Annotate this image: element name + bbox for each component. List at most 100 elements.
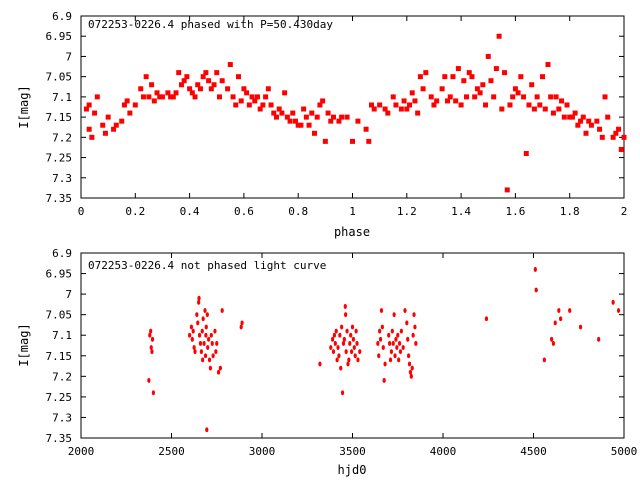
data-point bbox=[439, 86, 445, 92]
x-tick-label: 0.2 bbox=[125, 205, 145, 218]
x-tick-label: 1 bbox=[349, 205, 356, 218]
data-point bbox=[290, 110, 296, 116]
data-point bbox=[154, 90, 160, 96]
data-point bbox=[94, 94, 100, 100]
data-point bbox=[193, 349, 197, 355]
data-point bbox=[339, 365, 343, 371]
data-point bbox=[325, 110, 331, 116]
data-point bbox=[86, 126, 92, 132]
data-point bbox=[611, 299, 615, 305]
data-point bbox=[227, 62, 233, 68]
data-point bbox=[328, 118, 334, 124]
data-point bbox=[461, 78, 467, 84]
data-point bbox=[254, 94, 260, 100]
data-point bbox=[407, 361, 412, 367]
data-point bbox=[578, 118, 584, 124]
data-point bbox=[412, 312, 416, 318]
data-point bbox=[165, 90, 171, 96]
data-point bbox=[330, 114, 336, 120]
data-point bbox=[200, 74, 206, 80]
data-point bbox=[337, 353, 341, 359]
data-point bbox=[491, 94, 497, 100]
data-point bbox=[594, 118, 600, 124]
data-point bbox=[553, 94, 559, 100]
data-point bbox=[150, 349, 154, 355]
data-point bbox=[238, 98, 244, 104]
x-tick-label: 5000 bbox=[611, 445, 638, 458]
data-point bbox=[86, 102, 92, 108]
data-point bbox=[276, 106, 282, 112]
data-point bbox=[244, 90, 250, 96]
data-point bbox=[575, 122, 581, 128]
y-tick-label: 7 bbox=[65, 50, 72, 63]
data-point bbox=[406, 336, 410, 342]
data-point bbox=[195, 82, 201, 88]
data-point bbox=[397, 357, 401, 363]
data-point bbox=[409, 373, 413, 379]
data-point bbox=[597, 336, 601, 342]
data-point bbox=[340, 390, 345, 396]
x-tick-label: 0 bbox=[78, 205, 85, 218]
data-point bbox=[345, 328, 349, 334]
data-point bbox=[395, 345, 399, 350]
data-point bbox=[550, 336, 554, 342]
data-point bbox=[331, 349, 336, 355]
data-point bbox=[198, 341, 203, 346]
data-point bbox=[380, 324, 384, 330]
data-point bbox=[385, 110, 391, 116]
y-tick-label: 7.05 bbox=[46, 309, 73, 322]
data-point bbox=[318, 361, 322, 367]
data-point bbox=[568, 308, 572, 313]
data-point bbox=[159, 94, 165, 100]
x-tick-label: 3500 bbox=[339, 445, 366, 458]
data-point bbox=[355, 118, 361, 124]
data-point bbox=[235, 74, 241, 80]
data-point bbox=[445, 98, 451, 104]
data-point bbox=[389, 349, 394, 355]
data-point bbox=[209, 332, 213, 338]
data-point bbox=[388, 357, 393, 363]
data-point bbox=[510, 94, 516, 100]
data-point bbox=[333, 341, 337, 346]
data-point bbox=[512, 86, 518, 92]
data-point bbox=[420, 86, 426, 92]
data-point bbox=[124, 98, 130, 104]
data-point bbox=[178, 82, 184, 88]
data-point bbox=[477, 90, 483, 96]
data-point bbox=[569, 114, 575, 120]
y-tick-label: 6.95 bbox=[46, 30, 73, 43]
data-point bbox=[381, 345, 385, 350]
data-point bbox=[92, 110, 98, 116]
data-point bbox=[540, 74, 546, 80]
data-point bbox=[396, 332, 400, 338]
data-point bbox=[483, 102, 489, 108]
data-point bbox=[204, 324, 208, 330]
data-point bbox=[314, 114, 320, 120]
data-point bbox=[140, 94, 146, 100]
data-point bbox=[564, 102, 570, 108]
data-point bbox=[200, 328, 204, 334]
data-point bbox=[317, 102, 323, 108]
data-point bbox=[496, 33, 502, 39]
y-tick-label: 7.15 bbox=[46, 111, 73, 124]
data-point bbox=[197, 299, 201, 305]
data-point bbox=[383, 361, 387, 367]
data-point bbox=[542, 357, 546, 363]
y-tick-label: 7.2 bbox=[52, 370, 72, 383]
data-point bbox=[102, 130, 108, 136]
data-point bbox=[502, 70, 508, 76]
data-point bbox=[210, 341, 214, 346]
data-point bbox=[397, 341, 402, 346]
data-point bbox=[534, 94, 540, 100]
data-point bbox=[442, 74, 448, 80]
data-point bbox=[197, 86, 203, 92]
data-point bbox=[151, 98, 157, 104]
plot-frame bbox=[80, 15, 625, 199]
data-point bbox=[398, 106, 404, 112]
data-point bbox=[401, 345, 405, 350]
data-point bbox=[181, 78, 187, 84]
data-point bbox=[279, 110, 285, 116]
y-tick-label: 7.1 bbox=[52, 329, 72, 342]
data-point bbox=[230, 94, 236, 100]
data-point bbox=[339, 114, 345, 120]
